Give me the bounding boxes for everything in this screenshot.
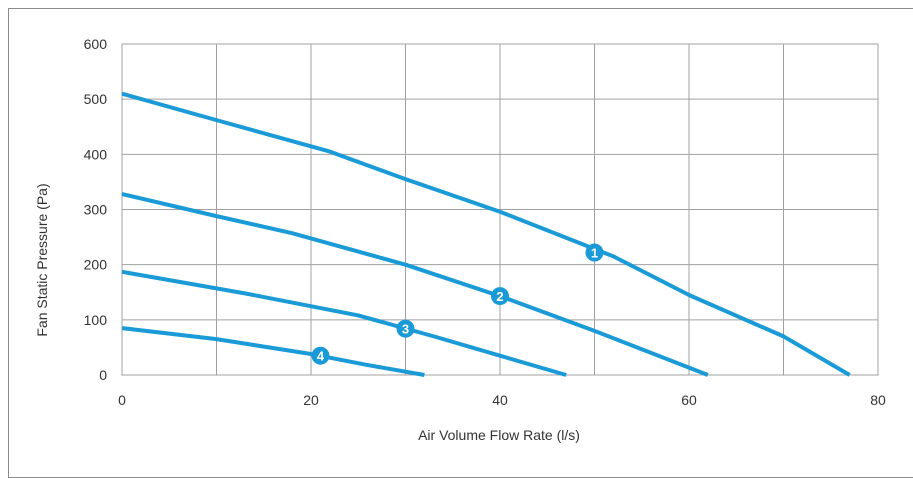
- y-tick-label: 300: [84, 202, 108, 218]
- x-tick-label: 60: [681, 392, 697, 408]
- series-markers: 1 2 3 4: [311, 243, 604, 365]
- series-line-1: [121, 91, 851, 377]
- series-marker-3: [396, 319, 415, 338]
- y-axis-label: Fan Static Pressure (Pa): [34, 183, 50, 336]
- y-tick-label: 200: [84, 257, 108, 273]
- series-line-3: [121, 269, 567, 377]
- grid: [121, 43, 879, 376]
- y-tick-label: 500: [84, 91, 108, 107]
- y-tick-label: 100: [84, 312, 108, 328]
- series-marker-4: [311, 346, 330, 365]
- series-marker-label-2: 2: [496, 289, 503, 304]
- series-lines: [121, 91, 851, 377]
- x-tick-labels: 0 20 40 60 80: [118, 392, 886, 408]
- y-tick-label: 600: [84, 36, 108, 52]
- x-tick-label: 0: [118, 392, 126, 408]
- series-marker-label-3: 3: [402, 322, 409, 337]
- y-tick-labels: 0 100 200 300 400 500 600: [84, 36, 108, 383]
- series-marker-label-1: 1: [591, 246, 598, 261]
- x-axis-label: Air Volume Flow Rate (l/s): [418, 427, 580, 443]
- y-tick-label: 0: [99, 367, 107, 383]
- plot-area-border: [121, 43, 879, 376]
- x-tick-label: 20: [303, 392, 319, 408]
- series-marker-1: [585, 243, 604, 262]
- series-marker-2: [491, 287, 509, 306]
- x-tick-label: 40: [492, 392, 508, 408]
- series-line-2: [121, 192, 709, 377]
- y-tick-label: 400: [84, 146, 108, 162]
- series-line-4: [121, 326, 425, 377]
- series-marker-label-4: 4: [317, 349, 325, 364]
- fan-curve-chart: 0 20 40 60 80 0 100 200 300 400 500 600 1 2 3 4 Air V…: [34, 36, 886, 443]
- x-tick-label: 80: [870, 392, 886, 408]
